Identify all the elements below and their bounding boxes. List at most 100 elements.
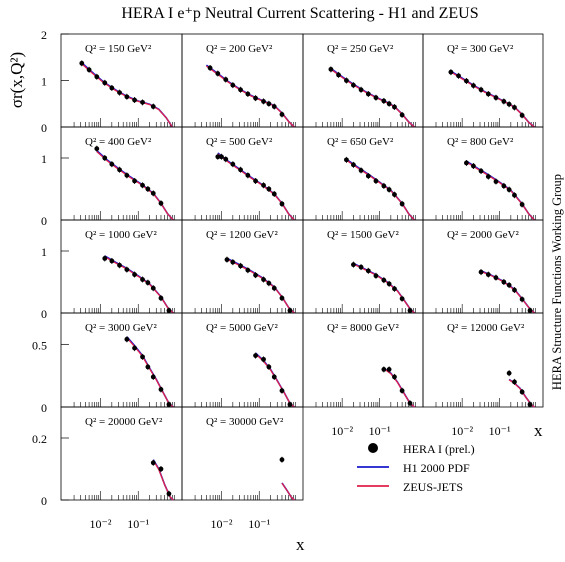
data-point	[271, 374, 277, 380]
data-point	[527, 402, 533, 407]
q2-label: Q² = 150 GeV²	[85, 43, 152, 55]
data-point	[166, 308, 172, 313]
data-point	[501, 279, 507, 285]
x-tick-label: 10⁻¹	[369, 424, 391, 438]
zeus-jets-curve	[346, 159, 415, 221]
data-point	[464, 160, 469, 166]
panel: Q² = 250 GeV²	[302, 33, 424, 128]
q2-label: Q² = 200 GeV²	[206, 43, 273, 55]
data-point	[150, 104, 156, 109]
data-point	[245, 172, 251, 178]
x-tick-label: 10⁻²	[89, 517, 111, 531]
data-point	[448, 69, 454, 75]
data-point	[124, 336, 130, 342]
panel: 0 1 2 Q² = 150 GeV²	[41, 28, 183, 135]
data-point	[132, 272, 137, 277]
data-point	[506, 101, 512, 107]
data-point	[478, 168, 484, 174]
data-point	[392, 192, 397, 197]
data-point	[266, 186, 272, 192]
data-point	[493, 95, 499, 101]
panel: Q² = 200 GeV²	[181, 33, 304, 128]
data-point	[519, 202, 525, 207]
data-point	[493, 275, 499, 281]
data-point	[266, 280, 272, 286]
data-point	[109, 258, 115, 264]
panel: 0 0.2 Q² = 20000 GeV²	[32, 406, 183, 508]
data-point	[166, 491, 172, 497]
data-point	[287, 402, 293, 407]
data-point	[386, 367, 392, 372]
data-point	[527, 308, 533, 313]
data-point	[392, 374, 397, 380]
data-point	[381, 367, 387, 372]
legend-label: ZEUS-JETS	[403, 480, 463, 494]
data-point	[344, 78, 349, 83]
data-point	[79, 60, 85, 66]
legend: HERA I (prel.) H1 2000 PDF ZEUS-JETS	[357, 442, 475, 494]
legend-label: HERA I (prel.)	[403, 442, 475, 456]
data-point	[386, 281, 392, 287]
data-point	[392, 286, 397, 292]
y-axis-label: σr(x,Q²)	[7, 52, 26, 108]
x-tick-label: 10⁻²	[451, 424, 473, 438]
data-point	[373, 95, 379, 101]
data-point	[266, 101, 272, 107]
data-point	[485, 91, 491, 97]
zeus-jets-curve	[96, 151, 174, 221]
data-point	[365, 91, 371, 97]
q2-label: Q² = 300 GeV²	[447, 43, 514, 55]
panel: Q² = 1200 GeV²	[181, 219, 304, 314]
data-point	[253, 178, 258, 184]
data-point	[132, 178, 137, 184]
data-point	[253, 272, 258, 278]
panel-frame	[422, 312, 544, 408]
data-point	[478, 269, 484, 275]
data-point	[215, 71, 221, 76]
data-point	[512, 105, 517, 110]
q2-label: Q² = 12000 GeV²	[447, 322, 525, 334]
data-point	[471, 163, 476, 169]
data-point	[124, 172, 130, 178]
data-point	[381, 277, 387, 283]
legend-marker	[368, 443, 378, 453]
zeus-jets-curve	[330, 68, 415, 128]
data-point	[392, 104, 397, 110]
data-point	[132, 345, 137, 351]
panel: Q² = 300 GeV²	[422, 33, 544, 128]
zeus-jets-curve	[226, 258, 295, 314]
data-point	[266, 364, 272, 370]
data-point	[506, 187, 512, 193]
h1-2000-pdf-curve	[345, 158, 415, 221]
data-point	[506, 282, 512, 288]
data-point	[407, 308, 413, 313]
data-point	[271, 285, 277, 291]
y-tick-label: 0	[41, 214, 47, 228]
data-point	[501, 99, 507, 104]
zeus-jets-curve	[104, 256, 174, 314]
q2-label: Q² = 20000 GeV²	[85, 416, 163, 428]
x-tick-label: 10⁻¹	[127, 517, 149, 531]
zeus-jets-curve	[466, 161, 535, 221]
q2-label: Q² = 1000 GeV²	[85, 229, 157, 241]
data-point	[102, 80, 108, 86]
panel: 0 1 Q² = 400 GeV²	[41, 126, 183, 228]
data-point	[253, 95, 258, 101]
panel-grid: 0 1 2 Q² = 150 GeV² Q² = 200 GeV² Q² = 250 Ge…	[32, 28, 544, 554]
data-point	[238, 87, 243, 93]
zeus-jets-curve	[152, 459, 174, 501]
data-point	[124, 94, 130, 100]
data-point	[140, 277, 145, 282]
data-point	[109, 85, 115, 91]
q2-label: Q² = 5000 GeV²	[206, 322, 278, 334]
data-point	[506, 370, 512, 376]
data-point	[230, 259, 236, 265]
data-point	[399, 112, 405, 118]
data-point	[512, 379, 517, 385]
data-point	[464, 78, 469, 84]
data-point	[351, 162, 356, 168]
data-point	[271, 104, 277, 109]
zeus-jets-curve	[217, 153, 295, 221]
data-point	[150, 374, 156, 380]
data-point	[230, 161, 236, 167]
